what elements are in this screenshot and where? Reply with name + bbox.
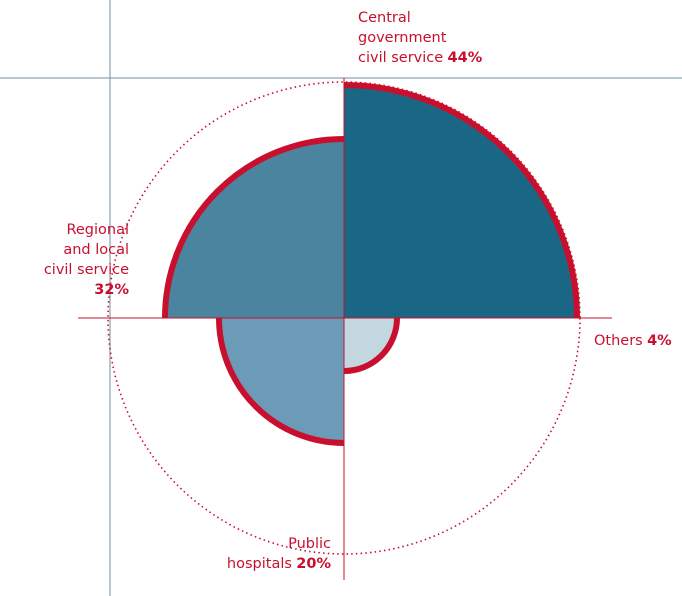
sectors — [162, 82, 580, 446]
sector-outline — [162, 136, 345, 319]
value-label: 32% — [94, 282, 129, 298]
sector-outline — [343, 82, 580, 319]
sector-outline — [343, 317, 400, 374]
value-label: 20% — [296, 556, 331, 572]
sector — [344, 318, 397, 371]
category-name: Central government civil service — [358, 10, 447, 66]
category-name: Others — [594, 333, 643, 349]
category-name: Regional and local civil service — [43, 222, 129, 278]
category-label: Public hospitals 20% — [227, 534, 331, 574]
sector — [165, 139, 344, 318]
sector-outline — [216, 317, 345, 446]
sector — [344, 85, 577, 318]
category-label: Others 4% — [594, 331, 672, 351]
value-label: 4% — [647, 333, 672, 349]
category-label: Central government civil service 44% — [358, 8, 482, 68]
value-label: 44% — [447, 50, 483, 66]
category-label: Regional and local civil service 32% — [44, 220, 129, 300]
category-name: Public hospitals — [226, 536, 331, 572]
sector — [219, 318, 344, 443]
